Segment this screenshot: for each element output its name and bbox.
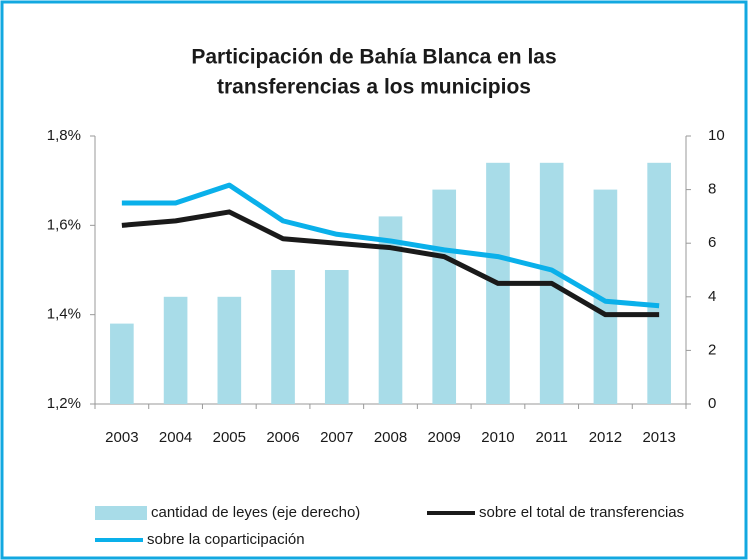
bar <box>324 270 349 404</box>
x-tick-label: 2003 <box>105 429 138 446</box>
bar <box>593 189 618 404</box>
x-tick-label: 2013 <box>642 429 675 446</box>
x-tick-label: 2006 <box>266 429 299 446</box>
y-tick-label: 1,4% <box>47 306 81 323</box>
bar <box>110 323 134 404</box>
x-tick-label: 2008 <box>374 429 407 446</box>
bar <box>217 296 242 404</box>
chart-title: transferencias a los municipios <box>217 76 531 99</box>
bar <box>647 162 671 404</box>
legend-label: sobre la coparticipación <box>147 531 305 548</box>
legend-label: cantidad de leyes (eje derecho) <box>151 504 360 521</box>
bar <box>163 296 188 404</box>
y-tick-label: 1,2% <box>47 395 81 412</box>
legend-swatch <box>95 506 147 520</box>
chart-title: Participación de Bahía Blanca en las <box>191 46 556 69</box>
y2-tick-label: 8 <box>708 181 716 198</box>
bar <box>271 270 295 404</box>
x-tick-label: 2007 <box>320 429 353 446</box>
bar <box>378 216 403 404</box>
y-tick-label: 1,6% <box>47 216 81 233</box>
x-tick-label: 2010 <box>481 429 514 446</box>
y2-tick-label: 4 <box>708 288 716 305</box>
legend-label: sobre el total de transferencias <box>479 504 684 521</box>
y-tick-label: 1,8% <box>47 127 81 144</box>
bar <box>432 189 457 404</box>
y2-tick-label: 10 <box>708 127 725 144</box>
x-tick-label: 2005 <box>213 429 246 446</box>
line <box>121 209 660 318</box>
y2-tick-label: 2 <box>708 341 716 358</box>
y2-tick-label: 0 <box>708 395 716 412</box>
x-tick-label: 2011 <box>536 429 568 446</box>
x-tick-label: 2004 <box>159 429 192 446</box>
line <box>121 182 660 309</box>
x-tick-label: 2009 <box>428 429 461 446</box>
y2-tick-label: 6 <box>708 234 716 251</box>
x-tick-label: 2012 <box>589 429 622 446</box>
